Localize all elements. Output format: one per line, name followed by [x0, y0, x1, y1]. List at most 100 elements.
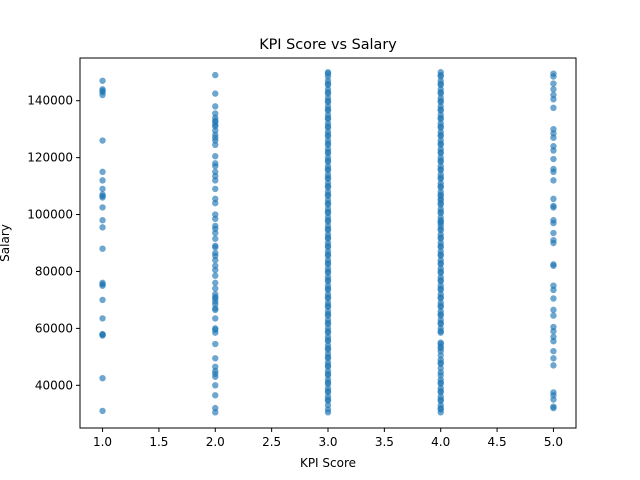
data-point	[212, 152, 219, 160]
data-point	[212, 172, 219, 180]
data-point	[437, 219, 444, 227]
data-point	[437, 328, 444, 335]
y-tick-label: 100000	[27, 208, 73, 222]
data-point	[437, 148, 444, 156]
data-point	[437, 195, 444, 203]
x-tick-label: 1.0	[93, 435, 112, 449]
data-point	[324, 336, 332, 343]
data-point	[212, 373, 219, 380]
x-tick-label: 5.0	[544, 435, 563, 449]
data-point	[437, 310, 444, 318]
data-point	[212, 162, 219, 170]
data-point	[99, 87, 106, 94]
data-point	[324, 131, 332, 139]
data-point	[437, 106, 444, 113]
data-point	[324, 268, 332, 275]
y-axis-label: Salary	[0, 224, 12, 262]
data-point	[212, 382, 219, 389]
data-point	[550, 147, 557, 154]
data-point	[324, 70, 332, 77]
data-point	[212, 266, 219, 274]
data-point	[212, 185, 219, 193]
data-point	[212, 103, 219, 110]
data-point	[324, 123, 332, 130]
data-point	[437, 345, 444, 352]
data-point	[437, 259, 444, 267]
data-point	[437, 234, 444, 241]
data-point	[324, 353, 332, 361]
data-point	[99, 217, 106, 224]
data-point	[99, 245, 106, 252]
data-point	[437, 71, 444, 79]
data-point	[550, 73, 557, 80]
x-axis-ticks: 1.0 1.5 2.0 2.5 3.0 3.5 4.0 4.5 5.0	[93, 428, 563, 449]
data-point	[550, 219, 557, 227]
data-point	[437, 369, 444, 376]
data-point	[324, 259, 332, 267]
data-point	[212, 121, 219, 129]
data-point	[437, 339, 444, 346]
data-point	[550, 295, 557, 302]
data-point	[437, 131, 444, 139]
data-point	[550, 337, 557, 345]
data-point	[437, 97, 444, 104]
data-point	[99, 137, 106, 144]
x-axis-label: KPI Score	[300, 456, 356, 470]
data-point	[212, 235, 219, 242]
data-point	[324, 319, 332, 326]
x-tick-label: 2.5	[262, 435, 281, 449]
y-axis-ticks: 40000 60000 80000 100000 120000 140000	[27, 94, 80, 392]
data-point	[99, 194, 106, 201]
data-point	[212, 326, 219, 334]
data-point	[212, 305, 219, 312]
data-point	[324, 208, 332, 215]
data-point	[324, 217, 332, 224]
data-point	[437, 359, 444, 366]
data-point	[324, 285, 332, 292]
data-point	[99, 224, 106, 231]
data-point	[550, 195, 557, 203]
data-point	[550, 306, 557, 314]
data-point	[99, 296, 106, 304]
data-point	[212, 215, 219, 223]
data-point	[212, 225, 219, 232]
data-point	[437, 208, 444, 215]
data-point	[550, 355, 557, 362]
data-point	[99, 204, 106, 211]
data-point	[212, 285, 219, 292]
data-point	[550, 134, 557, 141]
data-point	[437, 387, 444, 395]
data-point	[550, 347, 557, 355]
data-point	[324, 370, 332, 378]
data-point	[324, 251, 332, 258]
data-point	[99, 185, 106, 193]
data-point	[324, 148, 332, 156]
x-tick-label: 4.0	[431, 435, 450, 449]
data-point	[324, 276, 332, 284]
data-point	[324, 165, 332, 173]
data-point	[324, 114, 332, 121]
data-point	[324, 80, 332, 87]
data-point	[550, 177, 557, 184]
data-point	[99, 168, 106, 176]
data-point	[324, 387, 332, 395]
data-point	[212, 315, 219, 322]
data-points	[99, 69, 557, 416]
data-point	[437, 140, 444, 147]
data-point	[324, 310, 332, 318]
data-point	[324, 182, 332, 190]
data-point	[550, 229, 557, 237]
data-point	[324, 293, 332, 301]
data-point	[212, 355, 219, 362]
data-point	[550, 236, 557, 244]
data-point	[437, 293, 444, 301]
data-point	[99, 315, 106, 322]
data-point	[324, 106, 332, 113]
data-point	[99, 77, 106, 84]
data-point	[99, 407, 106, 415]
data-point	[550, 86, 557, 93]
data-point	[324, 362, 332, 369]
data-point	[212, 141, 219, 149]
data-point	[550, 204, 557, 211]
